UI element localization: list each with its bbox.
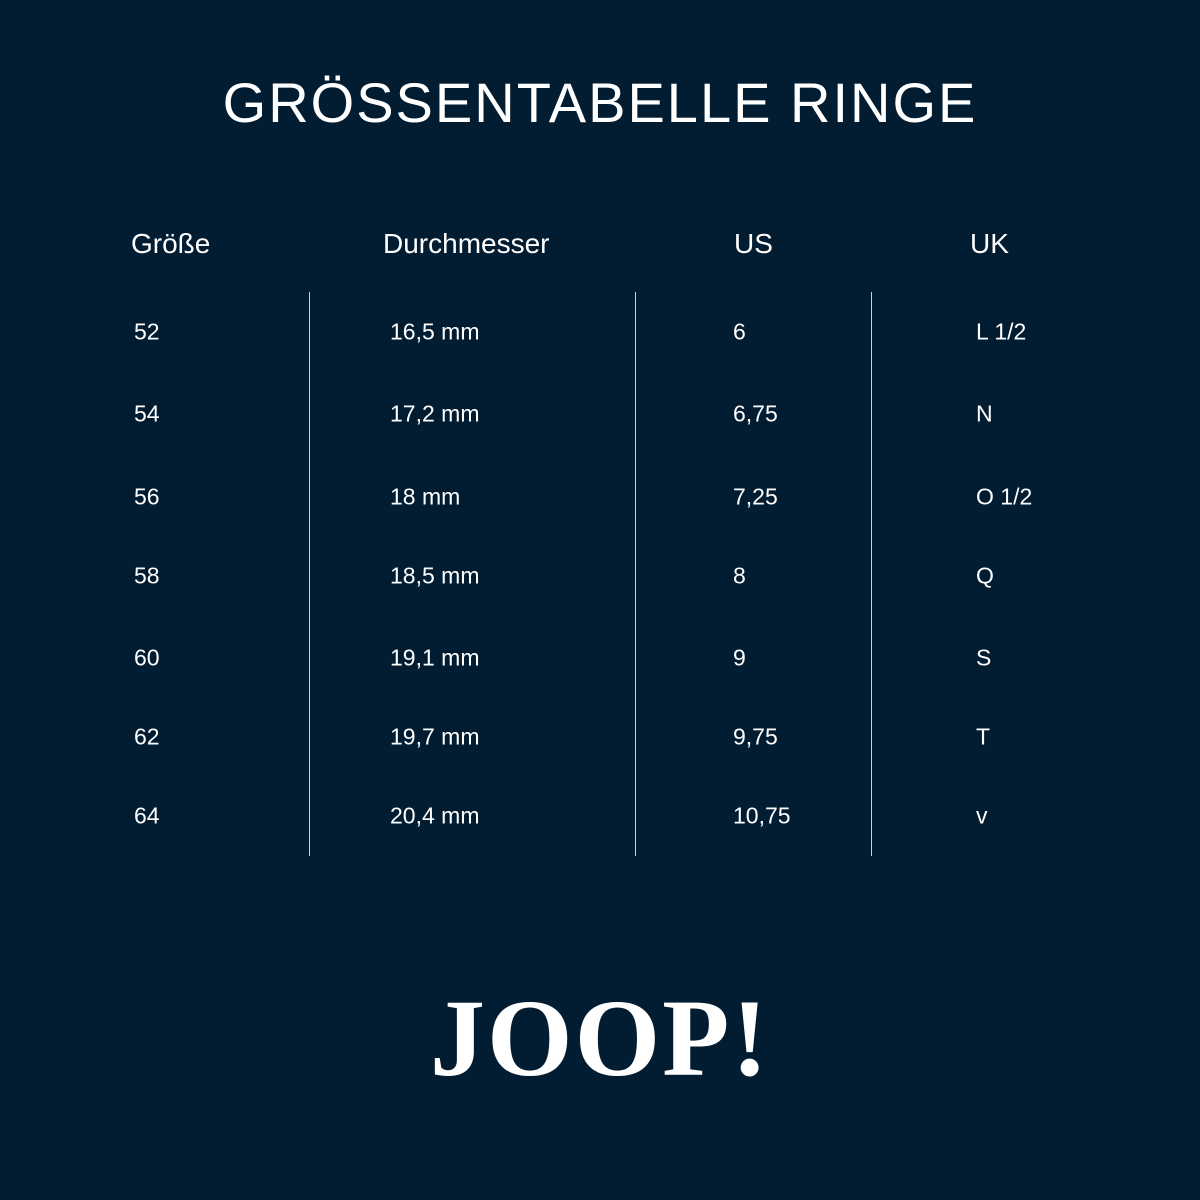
table-cell-diameter: 16,5 mm — [390, 318, 480, 345]
table-cell-us: 6,75 — [733, 400, 778, 427]
table-cell-uk: S — [976, 644, 992, 671]
table-cell-diameter: 20,4 mm — [390, 802, 480, 829]
table-cell-diameter: 18,5 mm — [390, 562, 480, 589]
column-divider — [635, 292, 636, 856]
table-cell-uk: T — [976, 723, 991, 750]
column-header-us: US — [734, 228, 773, 259]
column-divider — [871, 292, 872, 856]
column-header-diameter: Durchmesser — [383, 228, 550, 259]
table-cell-diameter: 17,2 mm — [390, 400, 480, 427]
table-cell-us: 9 — [733, 644, 746, 671]
table-cell-diameter: 19,1 mm — [390, 644, 480, 671]
table-cell-diameter: 18 mm — [390, 483, 461, 510]
column-header-size: Größe — [131, 228, 211, 259]
table-cell-us: 8 — [733, 562, 746, 589]
table-cell-size: 60 — [134, 644, 160, 671]
table-cell-size: 54 — [134, 400, 160, 427]
joop-logo: JOOP! — [430, 977, 770, 1099]
table-cell-uk: Q — [976, 562, 994, 589]
column-header-uk: UK — [970, 228, 1009, 259]
table-cell-uk: v — [976, 802, 988, 829]
table-cell-us: 9,75 — [733, 723, 778, 750]
column-divider — [309, 292, 310, 856]
page-title: GRÖSSENTABELLE RINGE — [222, 71, 978, 134]
table-cell-uk: N — [976, 400, 993, 427]
table-cell-us: 7,25 — [733, 483, 778, 510]
table-cell-us: 6 — [733, 318, 746, 345]
table-cell-uk: L 1/2 — [976, 318, 1027, 345]
table-cell-diameter: 19,7 mm — [390, 723, 480, 750]
table-cell-size: 58 — [134, 562, 160, 589]
table-cell-us: 10,75 — [733, 802, 791, 829]
table-cell-size: 64 — [134, 802, 160, 829]
table-cell-size: 52 — [134, 318, 160, 345]
table-cell-uk: O 1/2 — [976, 483, 1033, 510]
table-cell-size: 56 — [134, 483, 160, 510]
table-cell-size: 62 — [134, 723, 160, 750]
